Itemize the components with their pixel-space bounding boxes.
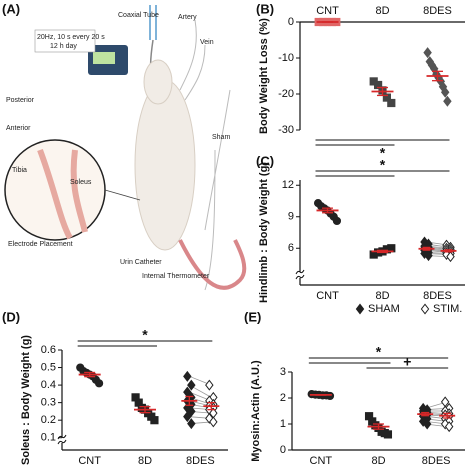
point xyxy=(382,93,391,102)
point xyxy=(150,416,159,425)
x-tick-label: 8D xyxy=(375,290,389,302)
label: Tibia xyxy=(12,167,27,174)
stimulator-screen xyxy=(93,52,115,64)
point-stim xyxy=(205,379,214,391)
y-axis-label: Hindlimb : Body Weight (g) xyxy=(258,162,270,303)
x-tick-label: CNT xyxy=(78,455,101,467)
label: Coaxial Tube xyxy=(118,12,159,19)
point-sham xyxy=(187,379,196,391)
label: Soleus xyxy=(70,179,92,186)
y-axis-label: Myosin:Actin (A.U.) xyxy=(250,360,262,462)
x-tick-label: 8DES xyxy=(186,455,215,467)
point-stim xyxy=(446,251,455,263)
y-tick-label: 0.3 xyxy=(41,397,56,409)
y-tick-label: 3 xyxy=(280,366,286,378)
significance-label: * xyxy=(380,145,386,161)
label: Anterior xyxy=(6,125,31,132)
inset-pointer xyxy=(104,189,141,201)
y-axis-label: Soleus : Body Weight (g) xyxy=(20,335,32,465)
y-tick-label: 1 xyxy=(280,418,286,430)
label: Electrode Placement xyxy=(8,241,73,248)
x-tick-label: CNT xyxy=(316,5,339,17)
point xyxy=(94,379,104,388)
y-tick-label: -30 xyxy=(278,124,294,136)
panel-label: (E) xyxy=(244,309,261,324)
label: Posterior xyxy=(6,97,35,104)
y-tick-label: 0.4 xyxy=(41,379,56,391)
muscle xyxy=(37,148,88,240)
significance-label: * xyxy=(380,157,386,173)
coaxial-tube xyxy=(149,5,157,40)
cables xyxy=(179,19,231,291)
panel-label: (D) xyxy=(2,309,20,324)
y-tick-label: 2 xyxy=(280,392,286,404)
settings-box xyxy=(34,29,96,53)
y-tick-label: 0.1 xyxy=(41,432,56,444)
axis-break xyxy=(57,434,67,445)
point xyxy=(423,47,432,59)
y-tick-label: -20 xyxy=(278,88,294,100)
x-tick-label: 8D xyxy=(371,455,385,467)
point-stim xyxy=(440,418,450,430)
panel-label: (B) xyxy=(256,1,274,16)
point-sham xyxy=(422,418,432,430)
illustration: (A) Coaxial Tube Artery Vein 20Hz, 10 s … xyxy=(2,1,247,291)
y-tick-label: -10 xyxy=(278,52,294,64)
point xyxy=(387,98,396,108)
y-tick-label: 0.6 xyxy=(41,344,56,356)
y-tick-label: 9 xyxy=(288,211,294,223)
label: Urin Catheter xyxy=(120,259,162,266)
point xyxy=(383,430,393,439)
y-tick-label: 0 xyxy=(288,16,294,28)
point-sham xyxy=(418,415,428,427)
y-tick-label: 6 xyxy=(288,242,294,254)
point-sham xyxy=(187,418,196,430)
rat-head xyxy=(143,59,173,105)
point-sham xyxy=(424,250,433,262)
x-tick-label: CNT xyxy=(316,290,339,302)
significance-label: * xyxy=(376,344,382,360)
axis-break-gap xyxy=(297,272,303,278)
label: 12 h day xyxy=(50,43,77,50)
point xyxy=(374,80,383,90)
point xyxy=(443,95,452,107)
legend-label: STIM. xyxy=(433,303,462,315)
y-tick-label: 0.5 xyxy=(41,361,56,373)
x-tick-label: 8DES xyxy=(423,290,452,302)
significance-label: * xyxy=(142,327,148,343)
panel-label: (C) xyxy=(256,153,274,168)
legend-marker xyxy=(420,303,430,315)
point xyxy=(325,391,335,401)
label: 20Hz, 10 s every 20 s xyxy=(37,34,105,41)
legend-marker xyxy=(355,303,365,315)
x-tick-label: 8D xyxy=(138,455,152,467)
rat-body xyxy=(134,79,196,251)
point-stim xyxy=(209,416,218,428)
panel-label: (A) xyxy=(2,1,20,16)
y-tick-label: 0.2 xyxy=(41,414,56,426)
point-sham xyxy=(183,370,192,382)
point xyxy=(332,216,342,226)
axis-break-gap xyxy=(59,437,65,443)
y-axis-label: Body Weight Loss (%) xyxy=(258,18,270,134)
label: Vein xyxy=(200,39,214,46)
label: Sham xyxy=(212,134,230,141)
label: Artery xyxy=(178,14,197,21)
point-stim xyxy=(444,421,454,433)
x-tick-label: 8DES xyxy=(423,5,452,17)
point-sham xyxy=(187,405,196,417)
point-sham xyxy=(183,411,192,423)
x-tick-label: CNT xyxy=(310,455,333,467)
point xyxy=(440,86,450,98)
y-tick-label: 12 xyxy=(282,179,294,191)
rat-tail xyxy=(178,239,247,290)
x-tick-label: 8DES xyxy=(422,455,451,467)
y-tick-label: 0 xyxy=(280,444,286,456)
significance-label: + xyxy=(403,354,411,370)
legend-label: SHAM xyxy=(368,303,400,315)
label: Internal Thermometer xyxy=(142,273,210,280)
x-tick-label: 8D xyxy=(375,5,389,17)
axis-break xyxy=(295,269,305,280)
